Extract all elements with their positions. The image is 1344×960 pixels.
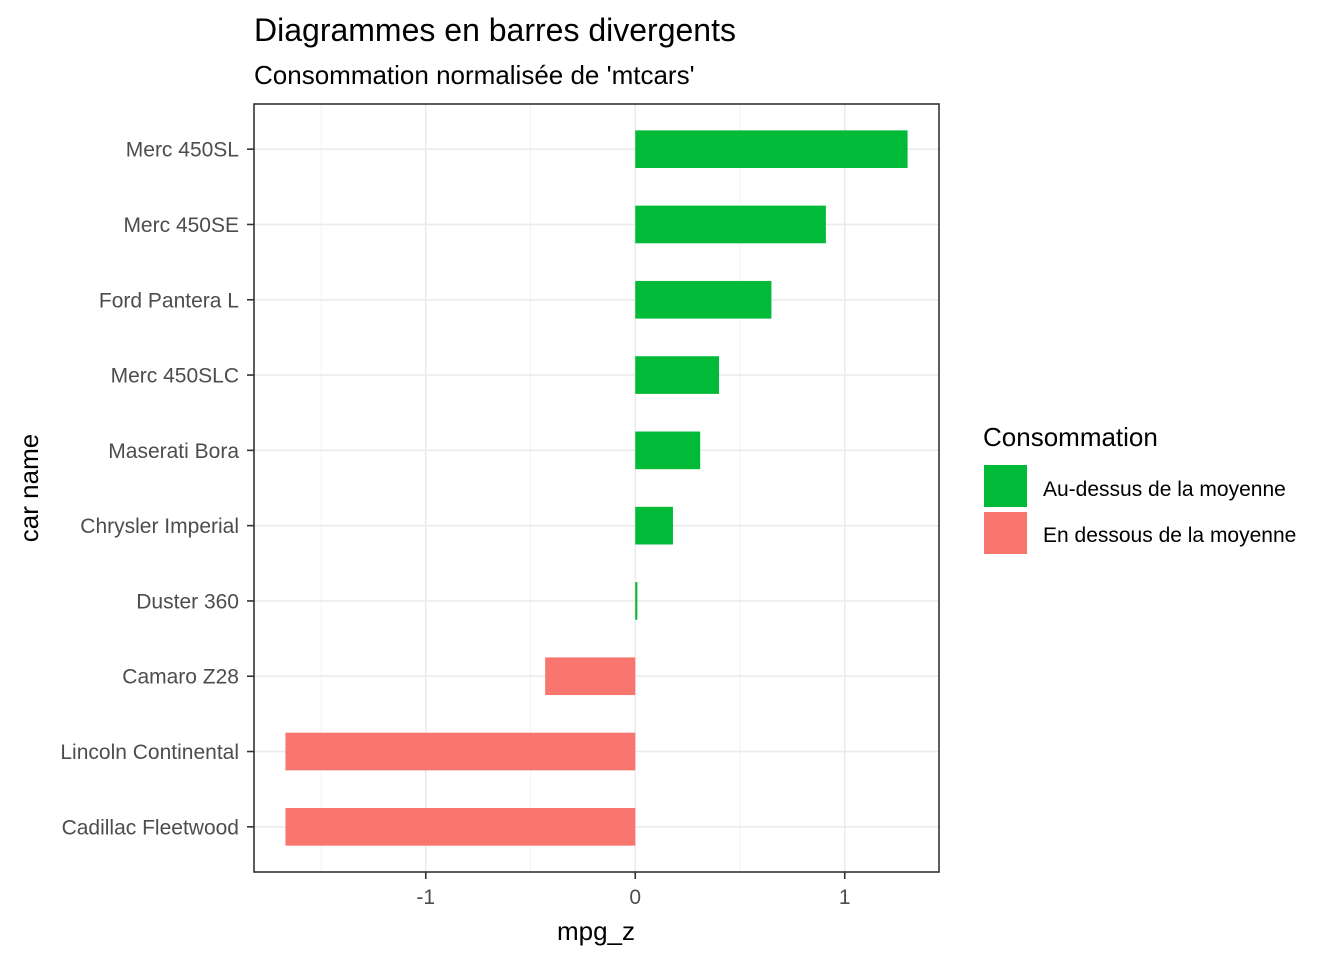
chart-subtitle: Consommation normalisée de 'mtcars' [254,60,695,90]
y-tick-label: Merc 450SL [126,139,239,162]
y-tick-label: Cadillac Fleetwood [62,816,239,839]
legend-label-above: Au-dessus de la moyenne [1043,478,1286,501]
bar [285,808,636,846]
x-tick-label: -1 [416,886,435,909]
y-tick-label: Merc 450SE [123,214,239,237]
bar [545,657,636,696]
legend-swatch-below [984,512,1027,554]
bar [635,130,908,168]
bar [635,280,772,319]
legend-label-below: En dessous de la moyenne [1043,524,1296,547]
plot-border [253,103,940,873]
y-tick-label: Ford Pantera L [99,289,239,312]
y-tick-label: Duster 360 [136,590,239,613]
y-tick-label: Merc 450SLC [111,365,239,388]
y-axis: Merc 450SL Merc 450SE Ford Pantera L Merc 4… [60,139,254,839]
chart-title: Diagrammes en barres divergents [254,12,736,48]
bar [635,356,720,394]
y-axis-title: car name [14,434,44,542]
bar [635,205,826,244]
bar [635,431,701,470]
bars-layer [285,130,908,846]
bar [635,582,638,620]
y-tick-label: Maserati Bora [108,440,239,463]
legend-title: Consommation [983,422,1158,452]
legend-swatch-above [984,465,1027,507]
x-axis-title: mpg_z [557,916,635,946]
legend: Consommation Au-dessus de la moyenne En … [983,422,1296,554]
x-tick-label: 1 [839,886,851,909]
x-tick-label: 0 [629,886,641,909]
bar [635,506,673,545]
y-tick-label: Lincoln Continental [60,741,239,764]
y-tick-label: Chrysler Imperial [80,515,239,538]
x-axis: -1 0 1 [416,872,851,909]
bar [285,732,636,771]
y-tick-label: Camaro Z28 [122,666,239,689]
